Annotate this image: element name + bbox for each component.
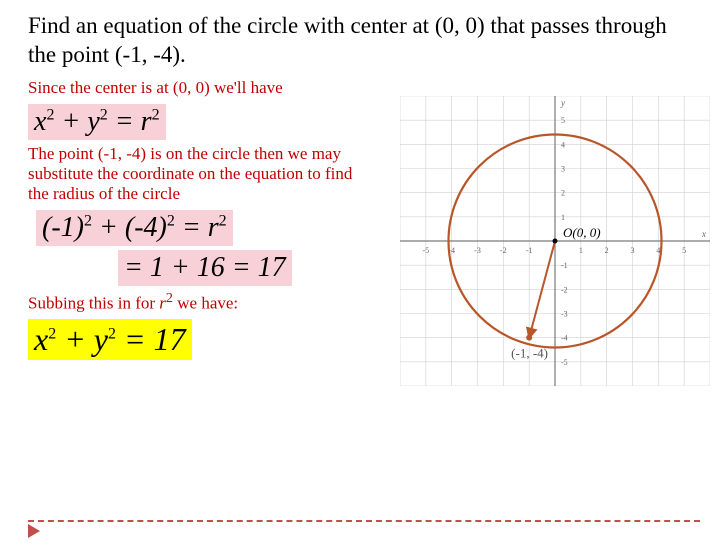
step-1-text: Since the center is at (0, 0) we'll have bbox=[28, 78, 398, 98]
equation-1: x2 + y2 = r2 bbox=[28, 104, 166, 140]
svg-text:5: 5 bbox=[561, 116, 565, 125]
svg-text:-4: -4 bbox=[561, 334, 568, 343]
equation-3: = 1 + 16 = 17 bbox=[118, 250, 292, 286]
question-text: Find an equation of the circle with cent… bbox=[28, 12, 700, 70]
coordinate-graph: -5-5-4-4-3-3-2-2-1-11122334455xyO(0, 0)(… bbox=[400, 96, 710, 391]
step-2-text: The point (-1, -4) is on the circle then… bbox=[28, 144, 368, 204]
svg-text:(-1, -4): (-1, -4) bbox=[511, 346, 548, 361]
svg-text:3: 3 bbox=[561, 165, 565, 174]
slide-divider bbox=[28, 520, 700, 522]
svg-text:-1: -1 bbox=[561, 261, 568, 270]
svg-text:4: 4 bbox=[561, 140, 565, 149]
svg-text:-2: -2 bbox=[500, 246, 507, 255]
svg-text:-5: -5 bbox=[561, 358, 568, 367]
svg-text:-5: -5 bbox=[422, 246, 429, 255]
svg-text:-2: -2 bbox=[561, 285, 568, 294]
svg-text:1: 1 bbox=[579, 246, 583, 255]
svg-text:2: 2 bbox=[605, 246, 609, 255]
svg-text:-1: -1 bbox=[526, 246, 533, 255]
svg-text:-3: -3 bbox=[561, 310, 568, 319]
step-3-text: Subbing this in for r2 we have: bbox=[28, 290, 398, 314]
svg-text:2: 2 bbox=[561, 189, 565, 198]
equation-2: (-1)2 + (-4)2 = r2 bbox=[36, 210, 233, 246]
svg-text:-3: -3 bbox=[474, 246, 481, 255]
equation-final: x2 + y2 = 17 bbox=[28, 319, 192, 360]
svg-text:O(0, 0): O(0, 0) bbox=[563, 225, 601, 240]
svg-text:x: x bbox=[701, 229, 706, 239]
svg-text:3: 3 bbox=[631, 246, 635, 255]
slide-marker-icon bbox=[28, 524, 40, 538]
svg-text:y: y bbox=[560, 98, 565, 108]
svg-text:5: 5 bbox=[682, 246, 686, 255]
svg-text:1: 1 bbox=[561, 213, 565, 222]
